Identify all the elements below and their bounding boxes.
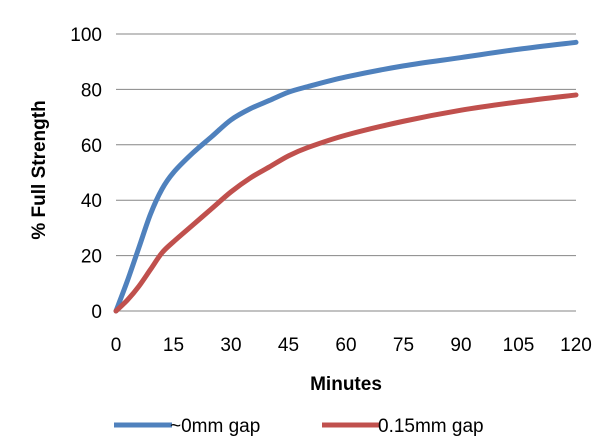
legend-label-1: ~0mm gap <box>170 416 260 437</box>
y-axis-title: % Full Strength <box>29 100 50 239</box>
series-line-1 <box>113 39 579 314</box>
x-tick-label: 0 <box>111 335 122 356</box>
legend-label-2: 0.15mm gap <box>378 416 484 437</box>
x-tick-label: 45 <box>278 335 299 356</box>
y-tick-labels: 0 20 40 60 80 100 <box>70 25 102 323</box>
x-tick-label: 105 <box>503 335 535 356</box>
x-tick-label: 60 <box>335 335 356 356</box>
y-tick-label: 20 <box>81 247 102 268</box>
y-tick-label: 80 <box>81 80 102 101</box>
x-tick-label: 30 <box>220 335 241 356</box>
x-tick-label: 15 <box>163 335 184 356</box>
x-tick-label: 120 <box>560 335 592 356</box>
y-tick-label: 100 <box>70 25 102 46</box>
y-tick-label: 0 <box>91 302 102 323</box>
series-line-2 <box>113 92 579 314</box>
series-lines <box>113 39 579 314</box>
y-tick-label: 60 <box>81 136 102 157</box>
gridlines <box>116 33 576 257</box>
legend: ~0mm gap 0.15mm gap <box>114 416 484 437</box>
y-tick-label: 40 <box>81 191 102 212</box>
x-tick-label: 75 <box>393 335 414 356</box>
x-tick-label: 90 <box>450 335 471 356</box>
x-axis-title: Minutes <box>310 374 382 395</box>
x-tick-labels: 0 15 30 45 60 75 90 105 120 <box>111 335 592 356</box>
